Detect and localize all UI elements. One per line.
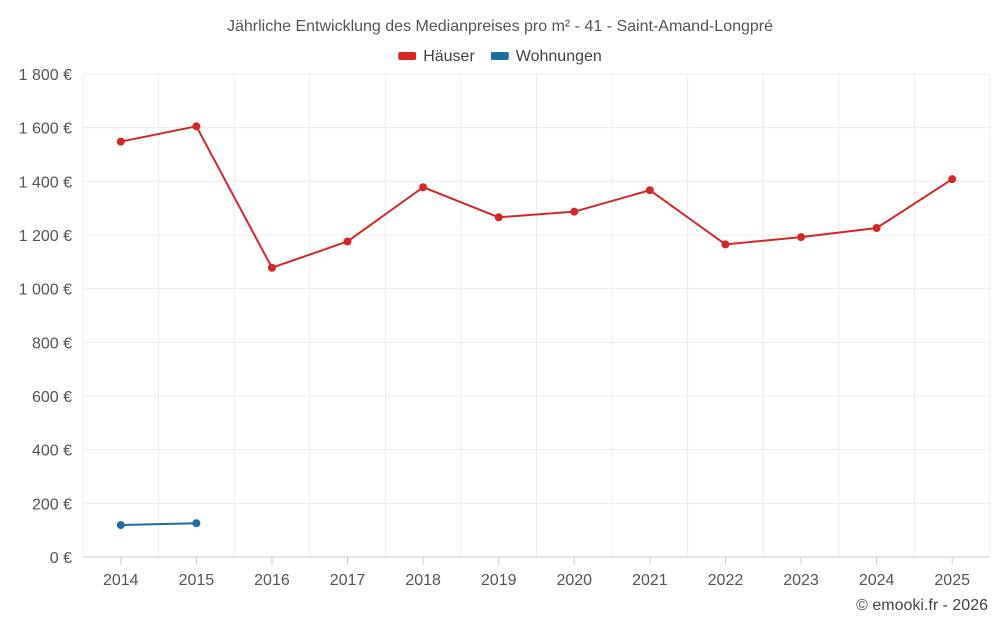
series-line-wohnungen [120, 522, 197, 527]
legend[interactable]: Häuser Wohnungen [398, 48, 602, 65]
x-axis-ticks: 2014 2015 2016 2017 2018 2019 2020 2021 2022 2023… [103, 557, 970, 589]
data-point-h-user[interactable] [192, 122, 201, 131]
data-point-h-user[interactable] [645, 186, 654, 195]
y-tick-label: 1 000 € [19, 282, 72, 299]
x-tick-label: 2023 [783, 572, 819, 589]
legend-swatch [398, 52, 417, 60]
x-tick-label: 2014 [103, 572, 139, 589]
data-point-wohnungen[interactable] [116, 521, 125, 530]
x-tick-label: 2015 [179, 572, 215, 589]
grid [82, 73, 991, 557]
y-tick-label: 400 € [32, 443, 72, 460]
x-tick-label: 2017 [330, 572, 366, 589]
legend-item-h-user[interactable]: Häuser [398, 48, 475, 65]
data-point-h-user[interactable] [419, 183, 428, 192]
series-layer [116, 122, 957, 530]
data-point-h-user[interactable] [116, 137, 125, 146]
credit-text: © emooki.fr - 2026 [856, 597, 988, 614]
x-tick-label: 2020 [556, 572, 592, 589]
x-tick-label: 2019 [481, 572, 517, 589]
series-h-user [116, 122, 957, 272]
series-line-h-user [120, 125, 953, 269]
legend-item-wohnungen[interactable]: Wohnungen [490, 48, 602, 65]
x-tick-label: 2022 [708, 572, 744, 589]
legend-label: Wohnungen [516, 48, 602, 65]
y-tick-label: 1 800 € [19, 67, 72, 84]
x-tick-label: 2016 [254, 572, 290, 589]
y-tick-label: 1 200 € [19, 228, 72, 245]
y-tick-label: 1 600 € [19, 121, 72, 138]
y-tick-label: 0 € [50, 550, 72, 567]
y-tick-label: 200 € [32, 496, 72, 513]
x-tick-label: 2024 [859, 572, 895, 589]
data-point-h-user[interactable] [721, 240, 730, 249]
data-point-h-user[interactable] [797, 233, 806, 242]
y-tick-label: 800 € [32, 335, 72, 352]
data-point-h-user[interactable] [872, 224, 881, 233]
y-tick-label: 1 400 € [19, 174, 72, 191]
legend-swatch [490, 52, 509, 60]
x-tick-label: 2021 [632, 572, 668, 589]
data-point-h-user[interactable] [948, 175, 957, 184]
data-point-h-user[interactable] [267, 263, 276, 272]
y-axis-ticks: 0 € 200 € 400 € 600 € 800 € 1 000 € 1 200 € 1 4… [19, 67, 72, 567]
data-point-h-user[interactable] [343, 237, 352, 246]
legend-label: Häuser [423, 48, 475, 65]
x-tick-label: 2025 [934, 572, 970, 589]
data-point-h-user[interactable] [494, 213, 503, 222]
series-wohnungen [116, 519, 201, 530]
chart-title: Jährliche Entwicklung des Medianpreises … [227, 18, 773, 35]
data-point-h-user[interactable] [570, 207, 579, 216]
y-tick-label: 600 € [32, 389, 72, 406]
data-point-wohnungen[interactable] [192, 519, 201, 528]
x-tick-label: 2018 [405, 572, 441, 589]
